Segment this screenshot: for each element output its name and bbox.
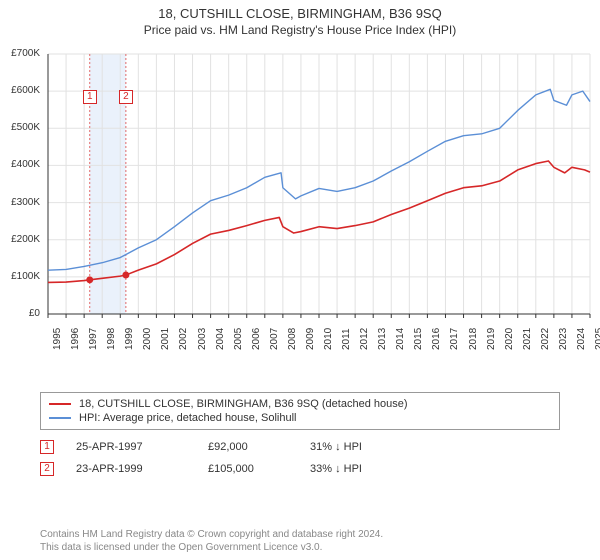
x-tick-label: 2020 bbox=[504, 328, 515, 350]
sale-date: 25-APR-1997 bbox=[76, 441, 186, 453]
sale-date: 23-APR-1999 bbox=[76, 463, 186, 475]
x-tick-label: 2009 bbox=[305, 328, 316, 350]
x-tick-label: 1997 bbox=[88, 328, 99, 350]
x-tick-label: 2001 bbox=[160, 328, 171, 350]
x-tick-label: 2007 bbox=[269, 328, 280, 350]
sale-marker-icon: 1 bbox=[40, 440, 54, 454]
y-tick-label: £700K bbox=[0, 48, 40, 59]
x-tick-label: 1996 bbox=[70, 328, 81, 350]
x-tick-label: 2004 bbox=[215, 328, 226, 350]
legend-row: 18, CUTSHILL CLOSE, BIRMINGHAM, B36 9SQ … bbox=[49, 397, 551, 411]
x-tick-label: 2013 bbox=[377, 328, 388, 350]
x-tick-label: 2025 bbox=[594, 328, 600, 350]
title-line2: Price paid vs. HM Land Registry's House … bbox=[0, 23, 600, 37]
x-tick-label: 2021 bbox=[522, 328, 533, 350]
sale-pct: 33% ↓ HPI bbox=[310, 463, 400, 475]
x-tick-label: 1998 bbox=[106, 328, 117, 350]
x-tick-label: 1995 bbox=[52, 328, 63, 350]
footer-line1: Contains HM Land Registry data © Crown c… bbox=[40, 528, 383, 541]
sale-row: 1 25-APR-1997 £92,000 31% ↓ HPI bbox=[40, 440, 400, 454]
x-tick-label: 2010 bbox=[323, 328, 334, 350]
x-tick-label: 2005 bbox=[233, 328, 244, 350]
legend: 18, CUTSHILL CLOSE, BIRMINGHAM, B36 9SQ … bbox=[40, 392, 560, 430]
legend-swatch bbox=[49, 403, 71, 405]
legend-label: 18, CUTSHILL CLOSE, BIRMINGHAM, B36 9SQ … bbox=[79, 398, 408, 410]
y-tick-label: £300K bbox=[0, 197, 40, 208]
x-tick-label: 2012 bbox=[359, 328, 370, 350]
x-tick-label: 2014 bbox=[395, 328, 406, 350]
x-tick-label: 2006 bbox=[251, 328, 262, 350]
sale-marker: 1 bbox=[83, 90, 97, 104]
chart-titles: 18, CUTSHILL CLOSE, BIRMINGHAM, B36 9SQ … bbox=[0, 0, 600, 37]
x-tick-label: 2003 bbox=[197, 328, 208, 350]
x-tick-label: 2002 bbox=[178, 328, 189, 350]
x-tick-label: 2017 bbox=[449, 328, 460, 350]
x-tick-label: 2018 bbox=[468, 328, 479, 350]
legend-row: HPI: Average price, detached house, Soli… bbox=[49, 411, 551, 425]
x-tick-label: 2008 bbox=[287, 328, 298, 350]
x-tick-label: 2011 bbox=[341, 328, 352, 350]
chart-container: 1 2 1995 1996 1997 1998 1999 2000 2001 2002 2003 2… bbox=[0, 44, 600, 374]
footer: Contains HM Land Registry data © Crown c… bbox=[40, 528, 383, 554]
y-tick-label: £400K bbox=[0, 159, 40, 170]
title-line1: 18, CUTSHILL CLOSE, BIRMINGHAM, B36 9SQ bbox=[0, 6, 600, 21]
x-tick-label: 2015 bbox=[413, 328, 424, 350]
y-tick-label: £500K bbox=[0, 122, 40, 133]
sale-marker: 2 bbox=[119, 90, 133, 104]
x-tick-label: 2022 bbox=[540, 328, 551, 350]
sale-row: 2 23-APR-1999 £105,000 33% ↓ HPI bbox=[40, 462, 400, 476]
y-tick-label: £100K bbox=[0, 271, 40, 282]
x-tick-label: 2016 bbox=[431, 328, 442, 350]
x-tick-label: 2000 bbox=[142, 328, 153, 350]
sale-price: £92,000 bbox=[208, 441, 288, 453]
y-tick-label: £600K bbox=[0, 85, 40, 96]
x-tick-label: 2019 bbox=[486, 328, 497, 350]
sale-pct: 31% ↓ HPI bbox=[310, 441, 400, 453]
x-tick-label: 2024 bbox=[576, 328, 587, 350]
y-tick-label: £0 bbox=[0, 308, 40, 319]
sale-marker-icon: 2 bbox=[40, 462, 54, 476]
x-tick-label: 2023 bbox=[558, 328, 569, 350]
legend-swatch bbox=[49, 417, 71, 419]
y-tick-label: £200K bbox=[0, 234, 40, 245]
footer-line2: This data is licensed under the Open Gov… bbox=[40, 541, 383, 554]
legend-label: HPI: Average price, detached house, Soli… bbox=[79, 412, 297, 424]
x-tick-label: 1999 bbox=[124, 328, 135, 350]
sale-price: £105,000 bbox=[208, 463, 288, 475]
